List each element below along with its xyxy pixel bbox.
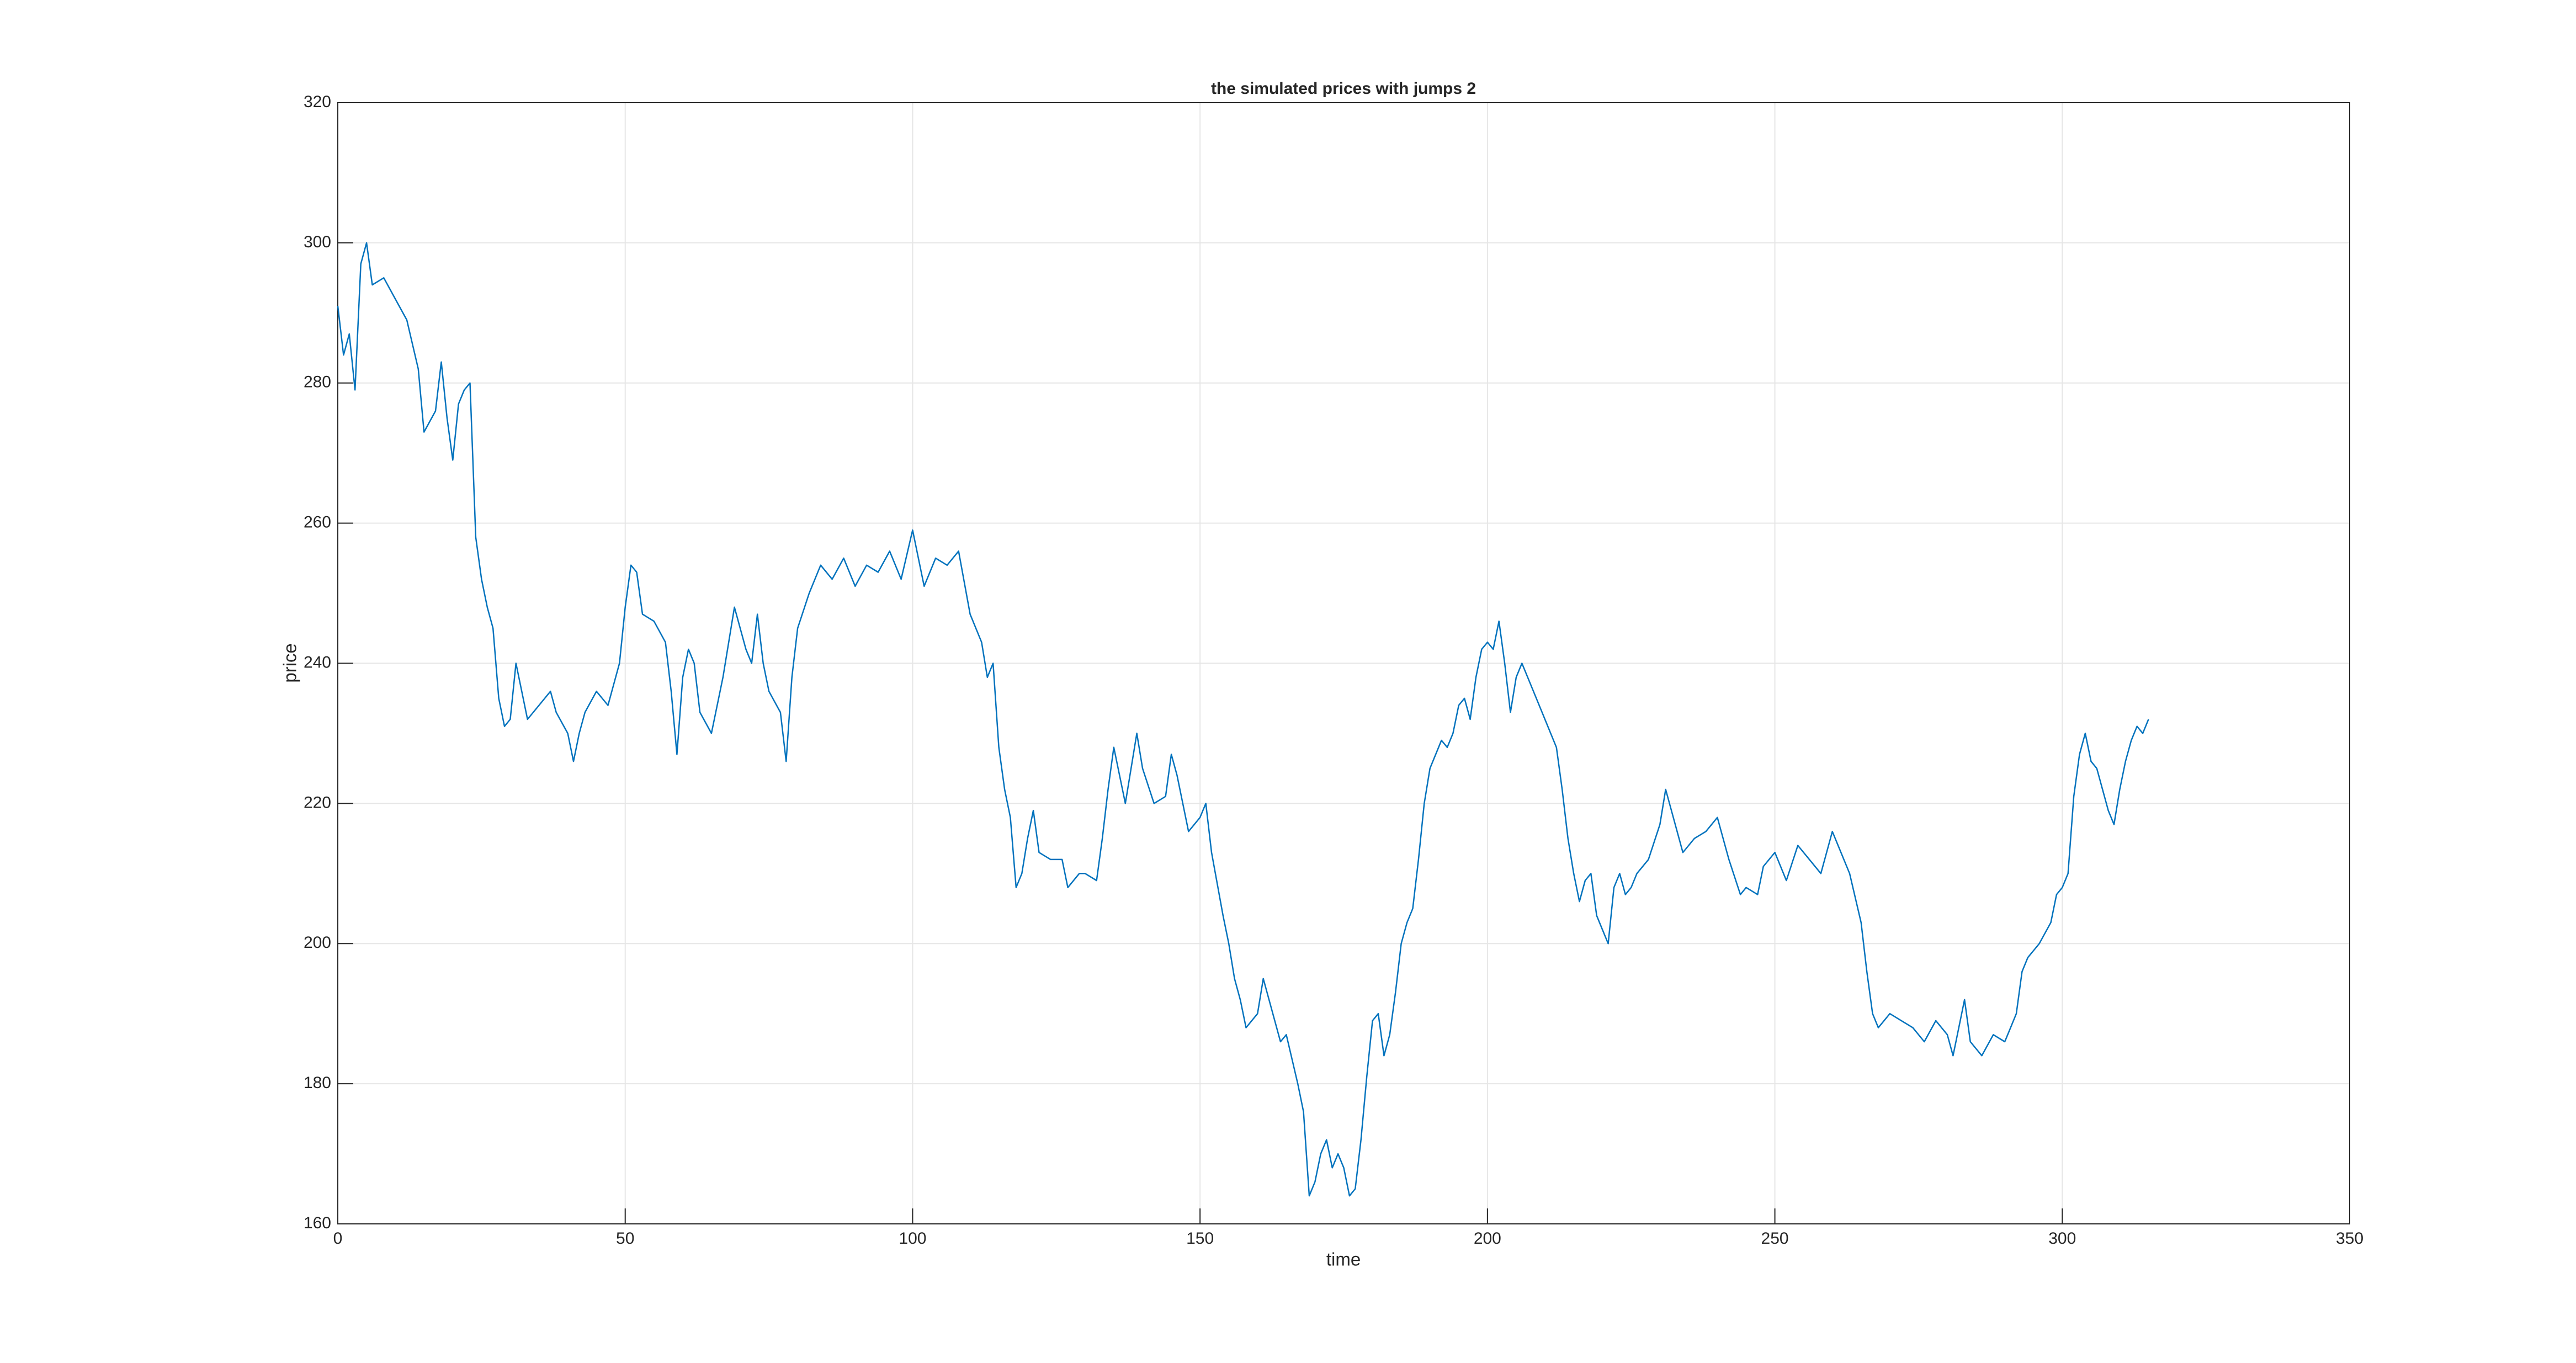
x-tick-label: 350 (2336, 1229, 2363, 1248)
x-tick-label: 150 (1186, 1229, 1214, 1248)
y-tick-label: 260 (304, 513, 331, 532)
x-tick-label: 300 (2048, 1229, 2076, 1248)
x-tick-label: 200 (1474, 1229, 1501, 1248)
x-tick-label: 0 (333, 1229, 343, 1248)
y-tick-label: 180 (304, 1074, 331, 1092)
x-tick-label: 50 (616, 1229, 634, 1248)
x-axis-label: time (1326, 1249, 1361, 1270)
y-tick-label: 280 (304, 373, 331, 391)
y-axis-label: price (280, 643, 300, 683)
y-tick-label: 300 (304, 233, 331, 251)
y-tick-label: 160 (304, 1214, 331, 1232)
price-line (337, 242, 2149, 1197)
x-tick-label: 250 (1761, 1229, 1789, 1248)
y-tick-label: 320 (304, 93, 331, 111)
y-tick-label: 200 (304, 934, 331, 952)
y-tick-label: 220 (304, 793, 331, 812)
x-tick-label: 100 (899, 1229, 926, 1248)
axes-box (337, 102, 2350, 1224)
chart-title: the simulated prices with jumps 2 (1211, 79, 1476, 98)
y-tick-label: 240 (304, 653, 331, 671)
